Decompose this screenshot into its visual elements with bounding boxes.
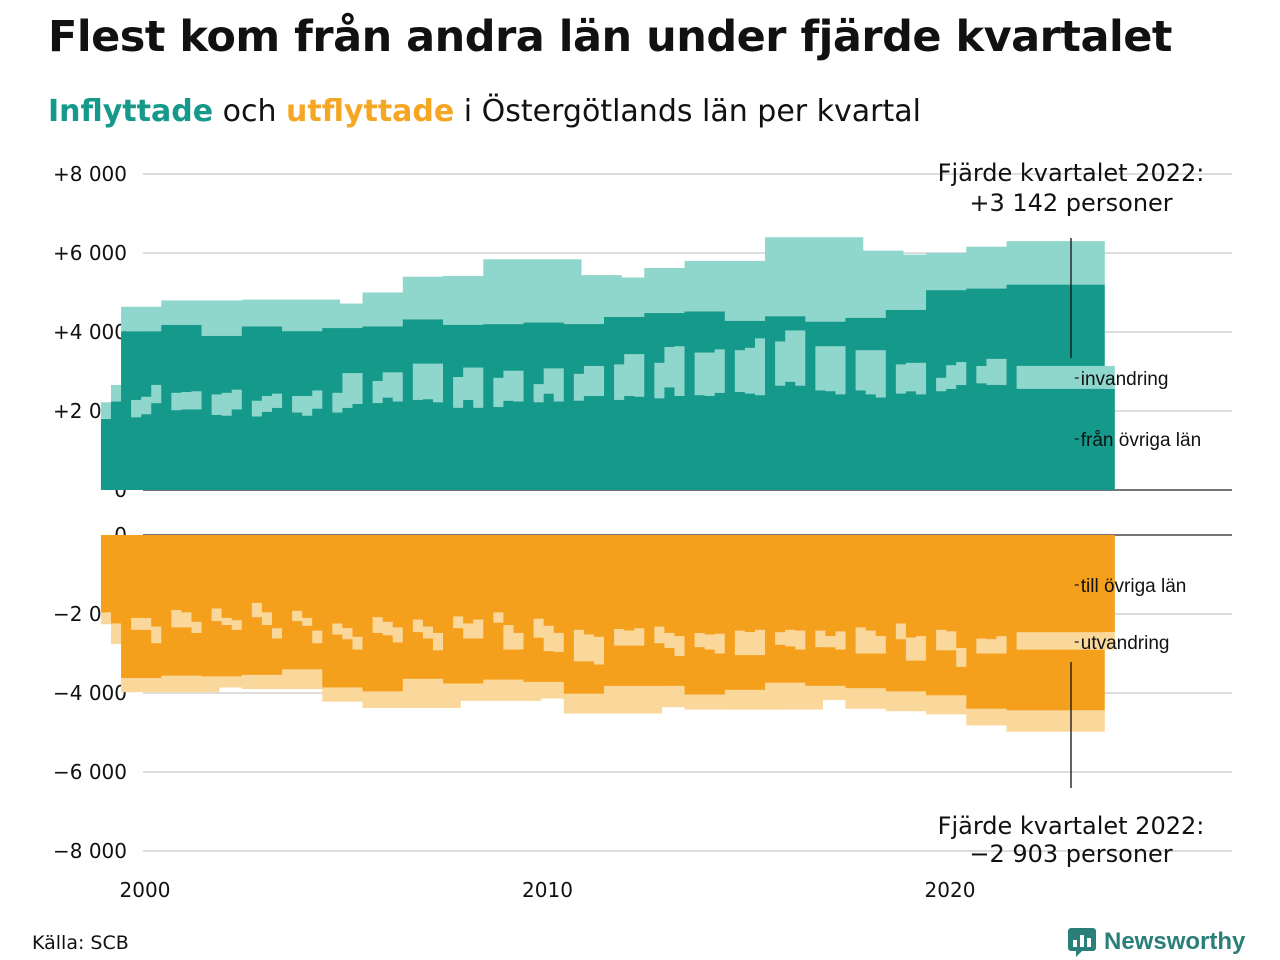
bar-outflow-international-90 [1007, 710, 1105, 731]
xtick-label-2: 2020 [925, 878, 976, 902]
brand-name: Newsworthy [1104, 928, 1245, 956]
brand-logo: Newsworthy [1068, 926, 1245, 958]
bar-chart-bubble-icon [1068, 926, 1096, 958]
ytick-label-inflow-3: +6 000 [53, 241, 127, 265]
ytick-label-inflow-2: +4 000 [53, 320, 127, 344]
segment-label-outflow-domestic: till övriga län [1081, 576, 1187, 597]
source-note: Källa: SCB [32, 932, 129, 954]
segment-label-inflow-domestic: från övriga län [1081, 430, 1201, 451]
chart-area: 0+2 000+4 000+6 000+8 000från övriga län… [0, 0, 1280, 960]
ytick-label-outflow-4: −8 000 [53, 839, 127, 863]
annotation-line1-outflow: Fjärde kvartalet 2022: [938, 812, 1205, 840]
annotation-line2-outflow: −2 903 personer [969, 840, 1172, 868]
bar-inflow-international-90 [1007, 241, 1105, 284]
ytick-label-outflow-3: −6 000 [53, 760, 127, 784]
segment-label-inflow-international: invandring [1081, 369, 1169, 390]
ytick-label-inflow-4: +8 000 [53, 162, 127, 186]
xtick-label-1: 2010 [522, 878, 573, 902]
segment-label-outflow-international: utvandring [1081, 633, 1170, 654]
ytick-label-outflow-2: −4 000 [53, 681, 127, 705]
xtick-label-0: 2000 [120, 878, 171, 902]
annotation-line1-inflow: Fjärde kvartalet 2022: [938, 159, 1205, 187]
annotation-line2-inflow: +3 142 personer [969, 189, 1172, 217]
